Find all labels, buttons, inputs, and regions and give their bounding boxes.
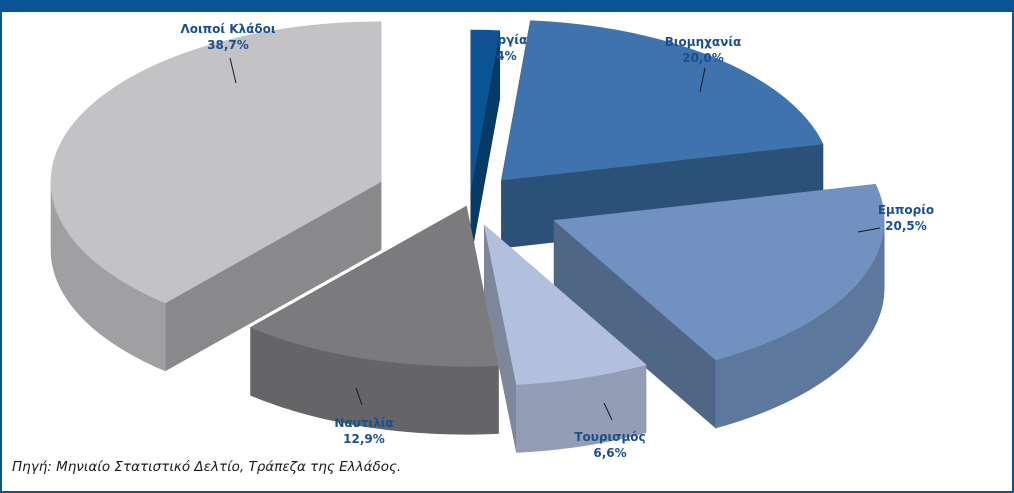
slice-label-βιομηχανία: Βιομηχανία <box>665 35 742 49</box>
slice-label-ναυτιλία: Ναυτιλία <box>334 416 393 430</box>
slice-εμπορίο <box>553 184 885 429</box>
slice-ναυτιλία <box>249 205 499 435</box>
leader-line-λοιποί-κλάδοι <box>229 57 237 84</box>
slice-value-εμπορίο: 20,5% <box>885 219 927 233</box>
slice-top-βιομηχανία <box>501 20 824 181</box>
slice-value-βιομηχανία: 20,0% <box>682 51 724 65</box>
leader-line-ναυτιλία <box>355 387 363 406</box>
slice-top-λοιποί-κλάδοι <box>50 21 382 304</box>
leader-line-τουρισμός <box>603 402 613 421</box>
slice-value-λοιποί-κλάδοι: 38,7% <box>207 38 249 52</box>
slice-τουρισμός <box>483 224 647 453</box>
slice-value-γεωργία: 1,4% <box>483 49 516 63</box>
slice-label-λοιποί-κλάδοι: Λοιποί Κλάδοι <box>180 22 275 36</box>
title-band <box>0 0 1014 12</box>
slice-label-γεωργία: Γεωργία <box>473 33 527 47</box>
leader-line-βιομηχανία <box>699 67 706 93</box>
slice-top-γεωργία <box>470 29 501 191</box>
slice-γεωργία <box>470 29 501 259</box>
slice-label-εμπορίο: Εμπορίο <box>878 203 934 217</box>
slice-top-ναυτιλία <box>249 205 499 367</box>
leader-line-εμπορίο <box>857 227 881 233</box>
slice-top-τουρισμός <box>483 224 647 385</box>
source-note: Πηγή: Μηνιαίο Στατιστικό Δελτίο, Τράπεζα… <box>12 459 402 475</box>
slice-top-εμπορίο <box>553 184 885 361</box>
slice-label-τουρισμός: Τουρισμός <box>574 430 645 444</box>
slice-λοιποί-κλάδοι <box>50 21 382 372</box>
slice-value-ναυτιλία: 12,9% <box>343 432 385 446</box>
slice-value-τουρισμός: 6,6% <box>593 446 626 460</box>
